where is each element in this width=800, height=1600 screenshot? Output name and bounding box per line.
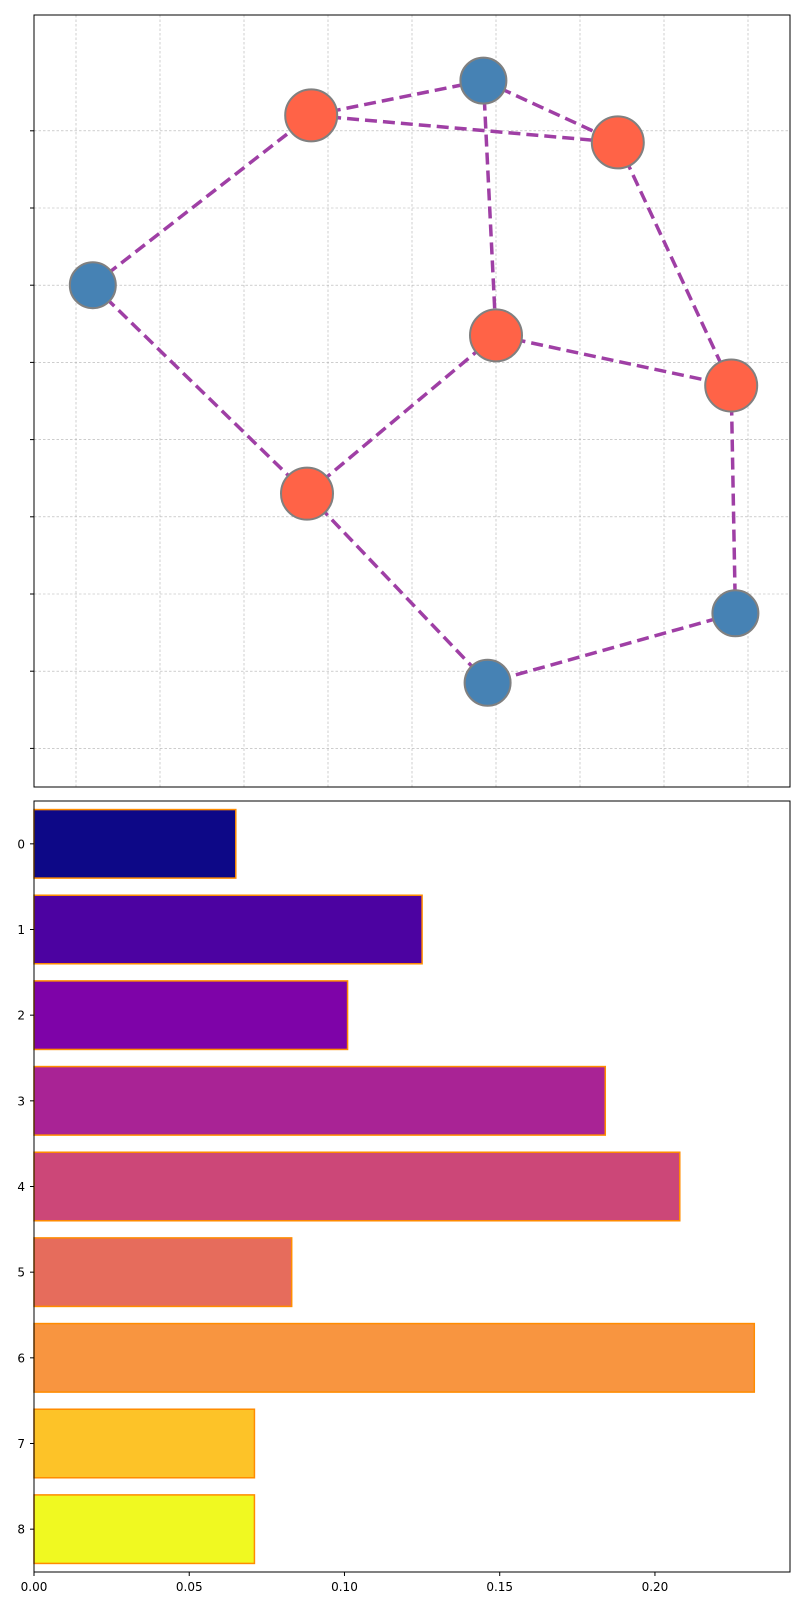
network-panel (30, 14, 791, 788)
bar-plot-frame (33, 800, 791, 1573)
bar-x-tick-label: 0.15 (486, 1580, 513, 1594)
bar-6 (33, 1322, 756, 1393)
bar-y-tick-label: 3 (17, 1094, 25, 1108)
network-edge (729, 385, 738, 614)
bar-x-tick-label: 0.10 (331, 1580, 358, 1594)
network-edge (311, 113, 618, 145)
network-edge (91, 113, 313, 287)
bar-0 (33, 808, 237, 879)
bar-7 (33, 1408, 256, 1479)
bar-x-tick-label: 0.00 (21, 1580, 48, 1594)
network-edge (616, 141, 733, 387)
network-edge (310, 78, 484, 118)
network-plot-frame (33, 14, 791, 788)
network-node-blue (459, 56, 508, 105)
bar-panel: 0 1 2 3 4 5 6 7 8 0.00 0.05 0.10 0.15 0.20 (17, 800, 791, 1594)
network-node-orange (280, 466, 334, 521)
bar-4 (33, 1151, 681, 1222)
bars (33, 808, 756, 1565)
network-node-blue (463, 658, 512, 707)
network-nodes (68, 56, 760, 707)
network-edge (481, 80, 498, 336)
bar-2 (33, 980, 349, 1051)
network-node-orange (469, 308, 523, 363)
network-node-orange (590, 115, 645, 170)
network-grid (34, 15, 790, 787)
bar-x-tick-label: 0.05 (176, 1580, 203, 1594)
bar-1 (33, 894, 423, 965)
network-edge (495, 333, 732, 388)
bar-5 (33, 1237, 293, 1308)
bar-y-tick-label: 7 (17, 1437, 25, 1451)
bar-x-axis-ticks: 0.00 0.05 0.10 0.15 0.20 (21, 1572, 669, 1594)
network-node-blue (68, 261, 117, 310)
network-edge (487, 611, 736, 685)
bar-8 (33, 1494, 256, 1565)
bar-y-tick-label: 0 (17, 837, 25, 851)
bar-y-tick-label: 6 (17, 1351, 25, 1365)
bar-3 (33, 1065, 607, 1136)
network-edge (305, 492, 489, 684)
bar-y-tick-label: 1 (17, 923, 25, 937)
network-edges (91, 78, 738, 685)
bar-y-tick-label: 2 (17, 1009, 25, 1023)
bar-y-tick-label: 8 (17, 1523, 25, 1537)
network-y-ticks (30, 130, 34, 749)
bar-y-tick-label: 5 (17, 1266, 25, 1280)
bar-y-tick-label: 4 (17, 1180, 25, 1194)
network-node-orange (704, 358, 759, 413)
network-plot-background (34, 15, 790, 787)
network-node-orange (284, 88, 339, 143)
bar-x-tick-label: 0.20 (642, 1580, 669, 1594)
network-edge (91, 283, 309, 495)
bar-y-axis-ticks: 0 1 2 3 4 5 6 7 8 (17, 837, 34, 1537)
network-node-blue (711, 589, 760, 638)
network-edge (482, 79, 619, 144)
network-edge (305, 334, 498, 495)
